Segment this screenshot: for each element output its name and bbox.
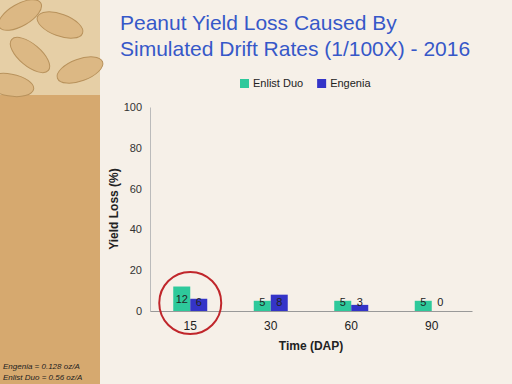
x-tick: 15 (184, 311, 198, 333)
y-tick: 100 (124, 101, 150, 113)
x-tick-label: 15 (184, 319, 198, 333)
legend: Enlist Duo Engenia (240, 77, 371, 89)
legend-label: Engenia (330, 77, 371, 89)
y-tick: 0 (136, 305, 150, 317)
title-line: Peanut Yield Loss Caused By (120, 11, 397, 34)
data-label: 5 (420, 296, 426, 308)
x-axis-title: Time (DAP) (279, 339, 343, 353)
legend-swatch (240, 79, 249, 88)
chart-svg: Peanut Yield Loss Caused By Simulated Dri… (0, 0, 512, 384)
title: Peanut Yield Loss Caused By Simulated Dri… (120, 11, 470, 60)
x-axis-line (151, 311, 473, 312)
y-axis: 0 20 40 60 80 100 (124, 101, 151, 317)
footnote: Enlist Duo = 0.56 oz/A (3, 373, 82, 382)
data-label: 5 (259, 296, 265, 308)
background (0, 0, 512, 384)
peanut-shape (5, 31, 56, 79)
y-axis-title: Yield Loss (%) (107, 168, 121, 250)
data-label: 0 (437, 296, 443, 308)
y-tick: 60 (130, 183, 150, 195)
bar (432, 311, 449, 312)
footnote: Engenia = 0.128 oz/A (3, 362, 80, 371)
y-tick: 80 (130, 142, 150, 154)
x-tick: 90 (425, 311, 439, 333)
y-tick: 20 (130, 264, 150, 276)
y-tick-label: 100 (124, 101, 142, 113)
x-tick-label: 30 (264, 319, 278, 333)
data-label: 12 (176, 293, 188, 305)
y-tick: 40 (130, 223, 150, 235)
legend-label: Enlist Duo (253, 77, 303, 89)
bar (173, 287, 190, 311)
y-tick-label: 60 (130, 183, 142, 195)
x-axis: 15 30 60 90 (151, 311, 473, 333)
data-label: 5 (340, 296, 346, 308)
y-tick-label: 40 (130, 223, 142, 235)
y-axis-line (150, 108, 151, 312)
bar (271, 295, 288, 311)
x-tick-label: 60 (345, 319, 359, 333)
x-tick: 60 (345, 311, 359, 333)
y-tick-label: 0 (136, 305, 142, 317)
y-tick-label: 20 (130, 264, 142, 276)
data-label: 6 (196, 296, 202, 308)
title-line: Simulated Drift Rates (1/100X) - 2016 (120, 37, 470, 60)
peanut-shape (34, 6, 87, 43)
side-panel (0, 95, 100, 384)
peanut-shape (54, 51, 107, 88)
plot-area (173, 287, 432, 311)
legend-swatch (317, 79, 326, 88)
y-tick-label: 80 (130, 142, 142, 154)
highlight-circle (159, 272, 221, 334)
peanut-shape (0, 70, 36, 100)
data-label: 3 (357, 296, 363, 308)
x-tick-label: 90 (425, 319, 439, 333)
x-tick: 30 (264, 311, 278, 333)
data-label: 8 (276, 296, 282, 308)
